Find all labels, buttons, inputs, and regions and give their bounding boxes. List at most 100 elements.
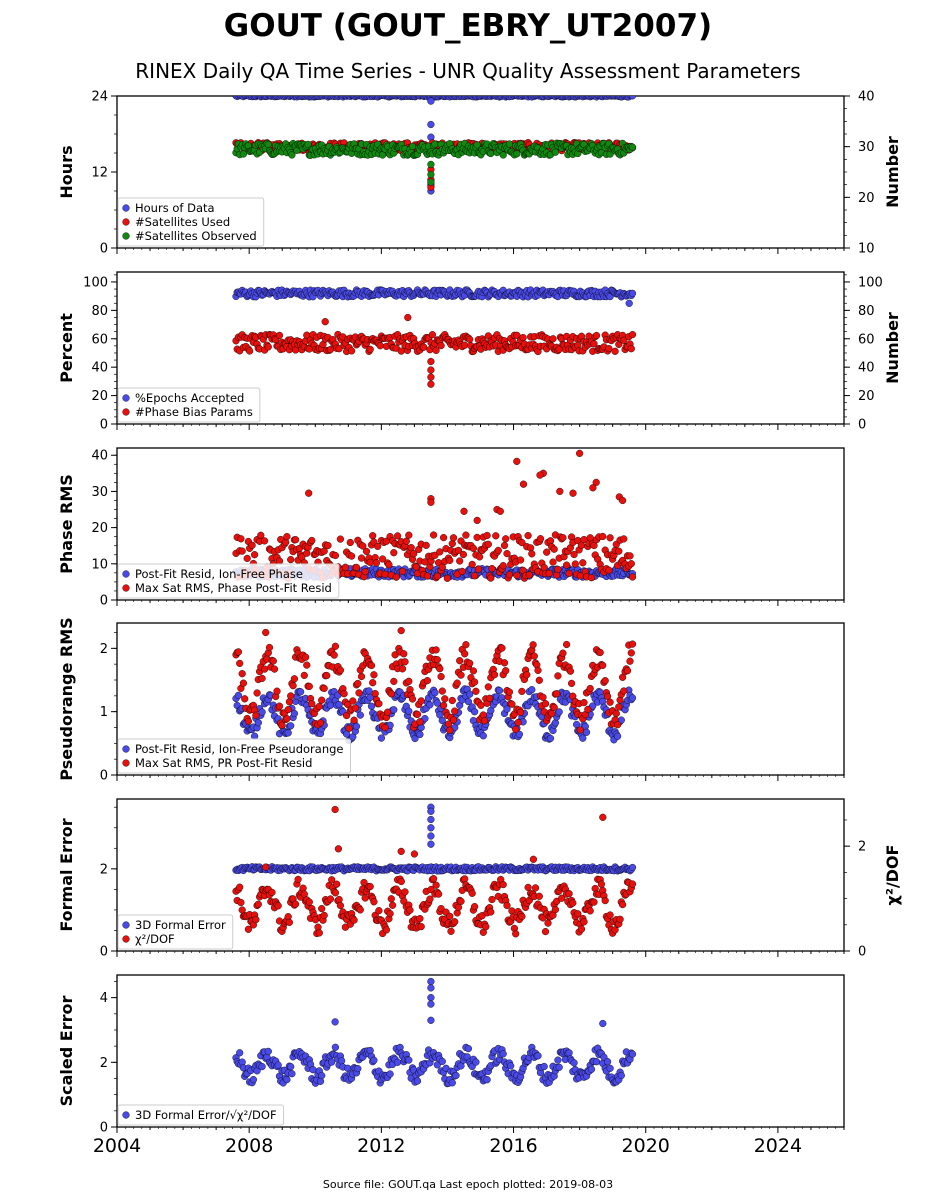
data-point [405, 677, 413, 685]
data-point [484, 683, 492, 691]
data-point [554, 565, 562, 574]
data-point [432, 646, 440, 654]
data-point [605, 566, 613, 574]
y-right-axis-label: Number [883, 136, 902, 208]
data-point [394, 1058, 402, 1066]
data-points [232, 977, 637, 1088]
data-point [427, 993, 435, 1002]
data-point [366, 345, 374, 353]
figure-title: GOUT (GOUT_EBRY_UT2007) [224, 8, 712, 44]
data-point [254, 719, 262, 727]
y-tick-label: 2 [100, 862, 108, 877]
data-point [354, 679, 362, 688]
data-point [626, 552, 634, 560]
data-point [519, 480, 528, 488]
data-point [362, 547, 371, 556]
legend-label: Post-Fit Resid, Ion-Free Phase [135, 567, 303, 581]
y-tick-label: 0 [100, 769, 108, 784]
data-point [440, 701, 448, 710]
data-point [449, 716, 458, 724]
data-point [446, 726, 454, 734]
y-right-tick-label: 40 [858, 361, 875, 376]
data-point [389, 901, 397, 909]
data-point [586, 907, 594, 915]
series-2 [232, 313, 637, 388]
data-point [499, 562, 507, 570]
data-point [495, 686, 504, 695]
data-point [360, 878, 368, 887]
data-point [406, 906, 414, 914]
data-point [407, 543, 415, 552]
data-point [354, 1064, 362, 1073]
data-point [316, 719, 325, 727]
data-point [627, 560, 635, 568]
data-point [427, 170, 435, 179]
data-point [483, 1076, 491, 1084]
data-point [550, 703, 558, 712]
y-right-tick-label: 10 [858, 242, 875, 257]
data-point [236, 883, 244, 891]
data-point [513, 331, 521, 339]
data-point [505, 571, 514, 579]
data-point [551, 905, 560, 914]
data-point [423, 572, 432, 580]
series-1 [232, 803, 637, 875]
data-point [427, 832, 435, 840]
series-1 [232, 977, 637, 1088]
data-point [569, 899, 577, 907]
data-point [589, 702, 597, 710]
data-point [374, 542, 382, 551]
data-point [427, 366, 435, 374]
data-point [287, 722, 295, 730]
data-point [620, 687, 628, 695]
data-point [387, 895, 395, 903]
data-point [473, 141, 481, 149]
data-point [513, 457, 521, 466]
data-point [567, 679, 576, 688]
data-point [502, 535, 510, 543]
data-point [427, 97, 435, 105]
data-point [544, 919, 552, 927]
data-point [461, 875, 469, 883]
data-point [283, 532, 291, 541]
data-point [627, 345, 635, 353]
data-point [412, 563, 420, 571]
data-point [318, 904, 326, 913]
data-point [331, 1018, 339, 1026]
y-right-tick-label: 2 [858, 840, 866, 855]
data-point [356, 906, 364, 914]
data-point [462, 531, 470, 539]
data-point [264, 140, 272, 149]
data-point [431, 140, 439, 148]
data-point [427, 373, 435, 381]
legend-label: Hours of Data [135, 201, 215, 215]
data-point [513, 571, 521, 580]
series-1 [232, 286, 637, 307]
legend-box [117, 738, 351, 774]
data-point [261, 665, 269, 673]
data-point [620, 535, 628, 543]
data-point [372, 559, 381, 567]
y-axis-label: Formal Error [57, 818, 76, 931]
legend: Post-Fit Resid, Ion-Free PseudorangeMax … [117, 738, 351, 774]
data-point [586, 684, 594, 693]
data-point [601, 896, 609, 905]
data-point [468, 889, 476, 897]
legend-label: Max Sat RMS, Phase Post-Fit Resid [135, 581, 332, 595]
data-point [361, 567, 369, 576]
data-point [512, 930, 520, 938]
data-point [430, 531, 438, 539]
data-point [494, 546, 502, 555]
series-3 [232, 139, 637, 186]
x-tick-label: 2004 [93, 1135, 141, 1157]
data-point [433, 572, 441, 580]
data-point [331, 642, 340, 650]
data-point [340, 690, 348, 698]
legend-label: %Epochs Accepted [135, 391, 244, 405]
data-point [305, 682, 313, 691]
data-point [234, 648, 243, 656]
data-point [479, 732, 487, 740]
data-point [466, 690, 474, 698]
